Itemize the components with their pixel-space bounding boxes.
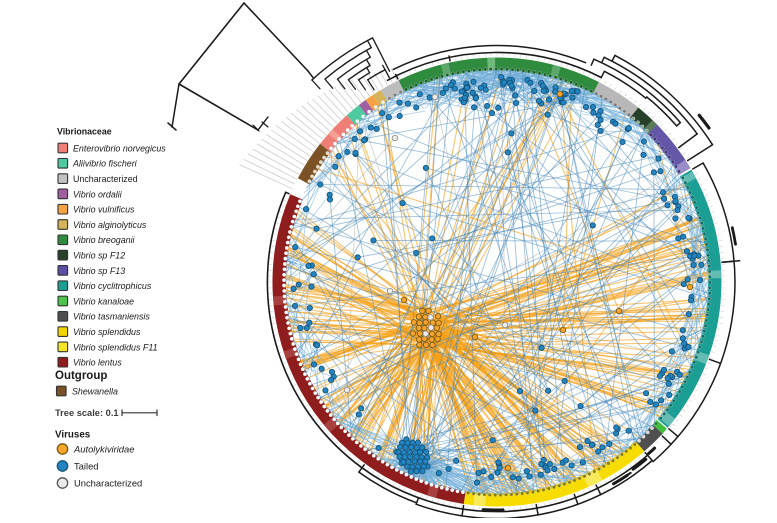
- svg-text:Tree scale: 0.1: Tree scale: 0.1: [55, 408, 119, 418]
- svg-text:Enterovibrio norvegicus: Enterovibrio norvegicus: [73, 143, 166, 153]
- svg-text:Vibrio cyclitrophicus: Vibrio cyclitrophicus: [73, 281, 152, 291]
- svg-text:Vibrio splendidus: Vibrio splendidus: [73, 327, 141, 337]
- svg-text:Tailed: Tailed: [74, 460, 99, 471]
- svg-text:Vibrio splendidus F11: Vibrio splendidus F11: [73, 342, 158, 352]
- svg-text:Vibrio alginolyticus: Vibrio alginolyticus: [73, 220, 147, 230]
- svg-text:Vibrio lentus: Vibrio lentus: [73, 358, 122, 368]
- svg-text:Viruses: Viruses: [55, 430, 91, 441]
- svg-text:Uncharacterized: Uncharacterized: [74, 477, 142, 488]
- svg-text:Autolykiviridae: Autolykiviridae: [73, 443, 134, 454]
- svg-text:Vibrio sp F12: Vibrio sp F12: [73, 251, 125, 261]
- svg-text:Vibrio tasmaniensis: Vibrio tasmaniensis: [73, 312, 150, 322]
- svg-text:Shewanella: Shewanella: [72, 386, 118, 396]
- svg-text:Vibrio sp F13: Vibrio sp F13: [73, 266, 125, 276]
- svg-text:Vibrio ordalii: Vibrio ordalii: [73, 189, 123, 199]
- svg-text:Vibrio kanaloae: Vibrio kanaloae: [73, 296, 134, 306]
- svg-text:Outgroup: Outgroup: [55, 370, 107, 382]
- svg-text:Aliivibrio fischeri: Aliivibrio fischeri: [72, 159, 138, 169]
- svg-text:Uncharacterized: Uncharacterized: [73, 174, 138, 184]
- svg-text:Vibrio breoganii: Vibrio breoganii: [73, 235, 136, 245]
- svg-text:Vibrionaceae: Vibrionaceae: [57, 127, 112, 137]
- svg-text:Vibrio vulnificus: Vibrio vulnificus: [73, 205, 135, 215]
